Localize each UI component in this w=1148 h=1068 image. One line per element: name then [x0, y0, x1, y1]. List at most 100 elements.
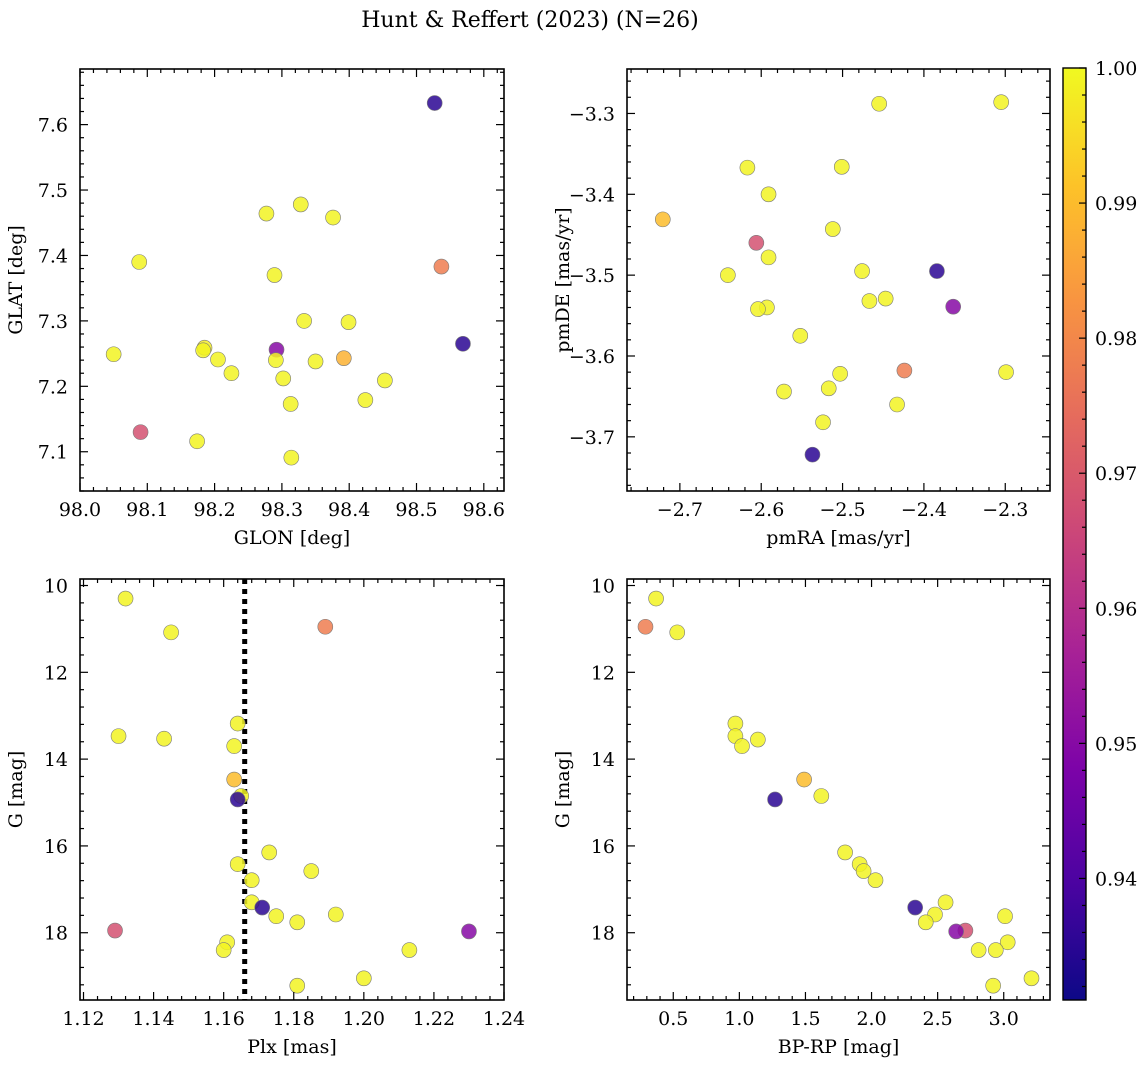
data-point — [105, 346, 122, 363]
data-point — [917, 914, 934, 931]
x-tick-label: 98.1 — [126, 499, 168, 521]
data-point — [229, 791, 246, 808]
x-tick-label: 98.3 — [261, 499, 303, 521]
data-point — [426, 95, 443, 111]
y-tick-label: 16 — [44, 836, 68, 858]
data-point — [833, 159, 850, 175]
x-tick-label: 98.0 — [59, 499, 101, 521]
data-point — [296, 313, 312, 329]
data-point — [377, 372, 393, 389]
colorbar-tick-label: 0.97 — [1095, 463, 1137, 485]
x-tick-label: 1.22 — [413, 1008, 455, 1030]
x-tick-label: 98.6 — [463, 499, 505, 521]
data-point — [877, 290, 894, 307]
x-tick-label: 0.5 — [658, 1008, 688, 1030]
data-point — [945, 298, 961, 315]
data-point — [307, 353, 324, 370]
panel-1: 98.0 98.1 98.2 98.3 98.4 98.5 98.6 7.1 7.2 7.3 7.4… — [5, 68, 505, 549]
data-point — [815, 414, 831, 431]
data-point — [748, 235, 765, 251]
data-point — [750, 301, 766, 317]
data-point — [997, 908, 1013, 925]
y-tick-label: 7.6 — [38, 115, 68, 137]
data-point — [734, 738, 750, 754]
x-tick-label: 1.0 — [724, 1008, 754, 1030]
y-tick-label: 12 — [44, 662, 68, 684]
data-point — [792, 327, 809, 344]
data-point — [303, 863, 320, 879]
x-tick-label: 1.14 — [132, 1008, 174, 1030]
data-point — [929, 263, 945, 279]
data-point — [266, 267, 283, 283]
data-point — [837, 844, 853, 861]
data-point — [867, 872, 884, 889]
x-tick-label: 1.5 — [790, 1008, 820, 1030]
data-point — [317, 618, 334, 635]
data-point — [896, 362, 913, 379]
figure-title: Hunt & Reffert (2023) (N=26) — [361, 8, 699, 33]
y-tick-label: 14 — [591, 749, 615, 771]
data-point — [720, 267, 736, 283]
axes-frame — [626, 578, 1051, 1001]
data-point — [336, 350, 352, 366]
points — [105, 95, 471, 466]
data-point — [258, 205, 275, 222]
data-point — [275, 370, 292, 387]
data-point — [223, 365, 240, 382]
ticks — [627, 69, 1050, 491]
data-point — [648, 590, 664, 607]
axes-frame — [79, 578, 505, 1001]
y-tick-label: −3.4 — [569, 184, 615, 206]
data-point — [998, 364, 1014, 380]
data-point — [289, 977, 306, 994]
data-point — [268, 908, 285, 925]
x-tick-label: −2.3 — [982, 499, 1028, 521]
data-point — [117, 590, 134, 607]
data-point — [985, 977, 1001, 994]
y-axis-label: G [mag] — [552, 751, 574, 829]
data-point — [357, 392, 374, 408]
y-axis-label: GLAT [deg] — [5, 225, 27, 335]
x-tick-label: −2.4 — [901, 499, 947, 521]
x-axis-label: GLON [deg] — [234, 527, 350, 549]
data-point — [292, 196, 309, 213]
data-point — [832, 365, 848, 382]
ticks — [627, 579, 1050, 1000]
y-tick-label: −3.7 — [569, 427, 615, 449]
y-tick-label: −3.5 — [569, 265, 615, 287]
data-point — [993, 94, 1009, 110]
colorbar-gradient — [1062, 67, 1087, 1001]
y-tick-label: 7.2 — [38, 376, 68, 398]
colorbar: 0.94 0.95 0.96 0.97 0.98 0.99 1.00 — [1062, 58, 1137, 1001]
data-point — [854, 263, 870, 279]
data-point — [804, 446, 821, 463]
x-tick-label: −2.5 — [819, 499, 865, 521]
data-point — [776, 383, 792, 400]
x-tick-label: 1.20 — [343, 1008, 385, 1030]
data-point — [861, 293, 878, 309]
data-point — [455, 335, 471, 352]
y-tick-label: 18 — [44, 923, 68, 945]
points — [637, 590, 1040, 994]
data-point — [970, 942, 987, 958]
axes-frame — [79, 68, 505, 492]
data-point — [254, 899, 271, 916]
data-point — [107, 922, 123, 939]
data-point — [163, 624, 179, 641]
data-point — [889, 396, 905, 413]
data-point — [433, 258, 450, 275]
y-tick-label: 18 — [591, 923, 615, 945]
data-point — [760, 249, 777, 266]
data-point — [654, 211, 671, 228]
data-point — [825, 221, 841, 237]
colorbar-tick-label: 0.94 — [1095, 868, 1137, 890]
y-tick-label: 14 — [44, 749, 68, 771]
x-axis-label: BP-RP [mag] — [778, 1036, 900, 1058]
panel-3: 1.12 1.14 1.16 1.18 1.20 1.22 1.24 10 12 14 16 18 Pl… — [5, 576, 525, 1058]
y-axis-label: G [mag] — [5, 751, 27, 829]
data-point — [1023, 970, 1040, 987]
data-point — [132, 424, 149, 440]
y-tick-label: −3.6 — [569, 346, 615, 368]
data-point — [210, 351, 226, 368]
y-axis-label: pmDE [mas/yr] — [552, 207, 574, 352]
